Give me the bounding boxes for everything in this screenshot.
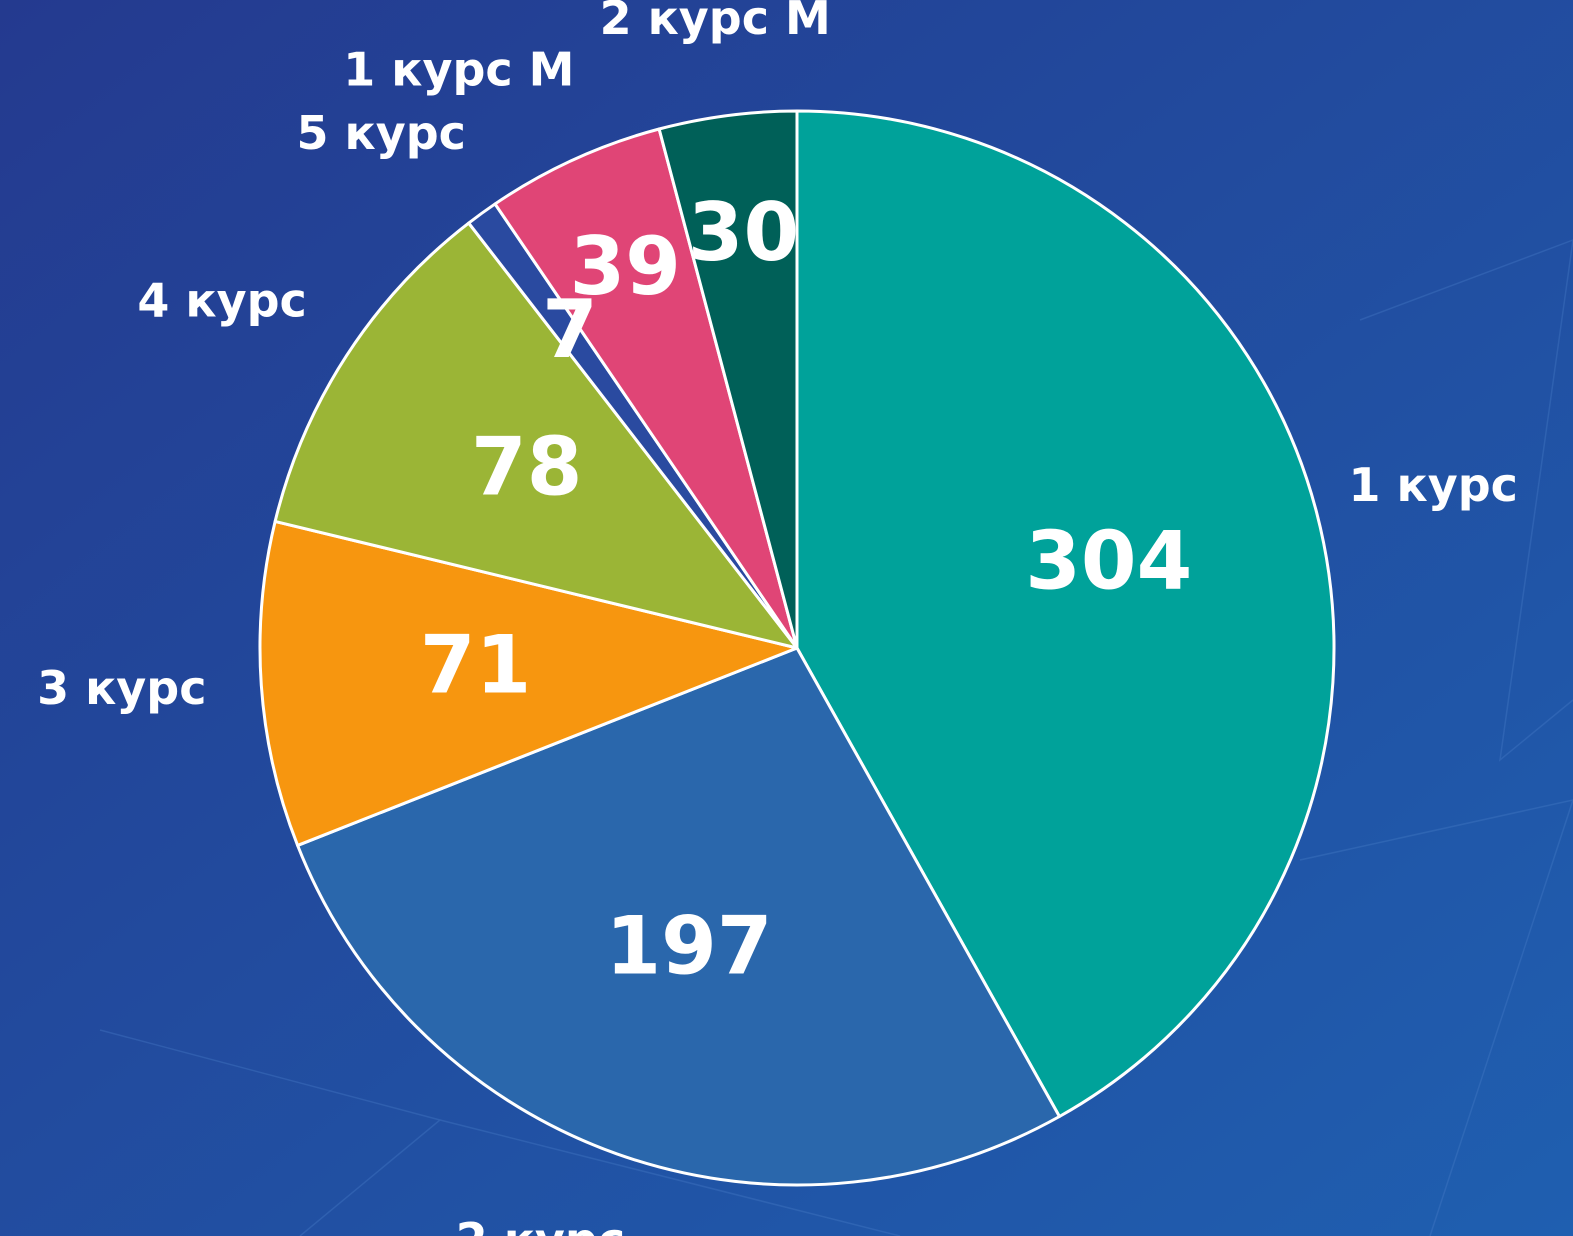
value-label: 78 <box>471 421 582 514</box>
category-label: 1 курс М <box>343 43 574 97</box>
pie-slice <box>273 221 799 650</box>
category-label: 2 курс М <box>600 0 831 45</box>
value-label: 304 <box>1025 515 1192 608</box>
pie-slice <box>258 519 799 847</box>
value-label: 71 <box>420 618 531 711</box>
value-label: 39 <box>570 220 681 313</box>
category-label: 5 курс <box>297 106 466 160</box>
category-label: 4 курс <box>137 274 306 328</box>
category-label: 2 курс <box>456 1213 625 1236</box>
pie-slice <box>493 127 799 650</box>
background-decoration <box>99 239 1573 1236</box>
category-label: 3 курс <box>37 661 206 715</box>
value-label: 197 <box>605 900 772 993</box>
value-label: 30 <box>688 186 799 279</box>
slices <box>258 109 1336 1187</box>
value-label: 7 <box>542 283 598 376</box>
category-label: 1 курс <box>1349 458 1518 512</box>
pie-slice <box>296 646 1061 1187</box>
pie-slice <box>795 109 1336 1118</box>
pie-slice <box>657 109 799 650</box>
labels: 304 1 курс 197 2 курс 71 3 курс 78 4 курс 7 5 кур… <box>37 0 1518 1236</box>
